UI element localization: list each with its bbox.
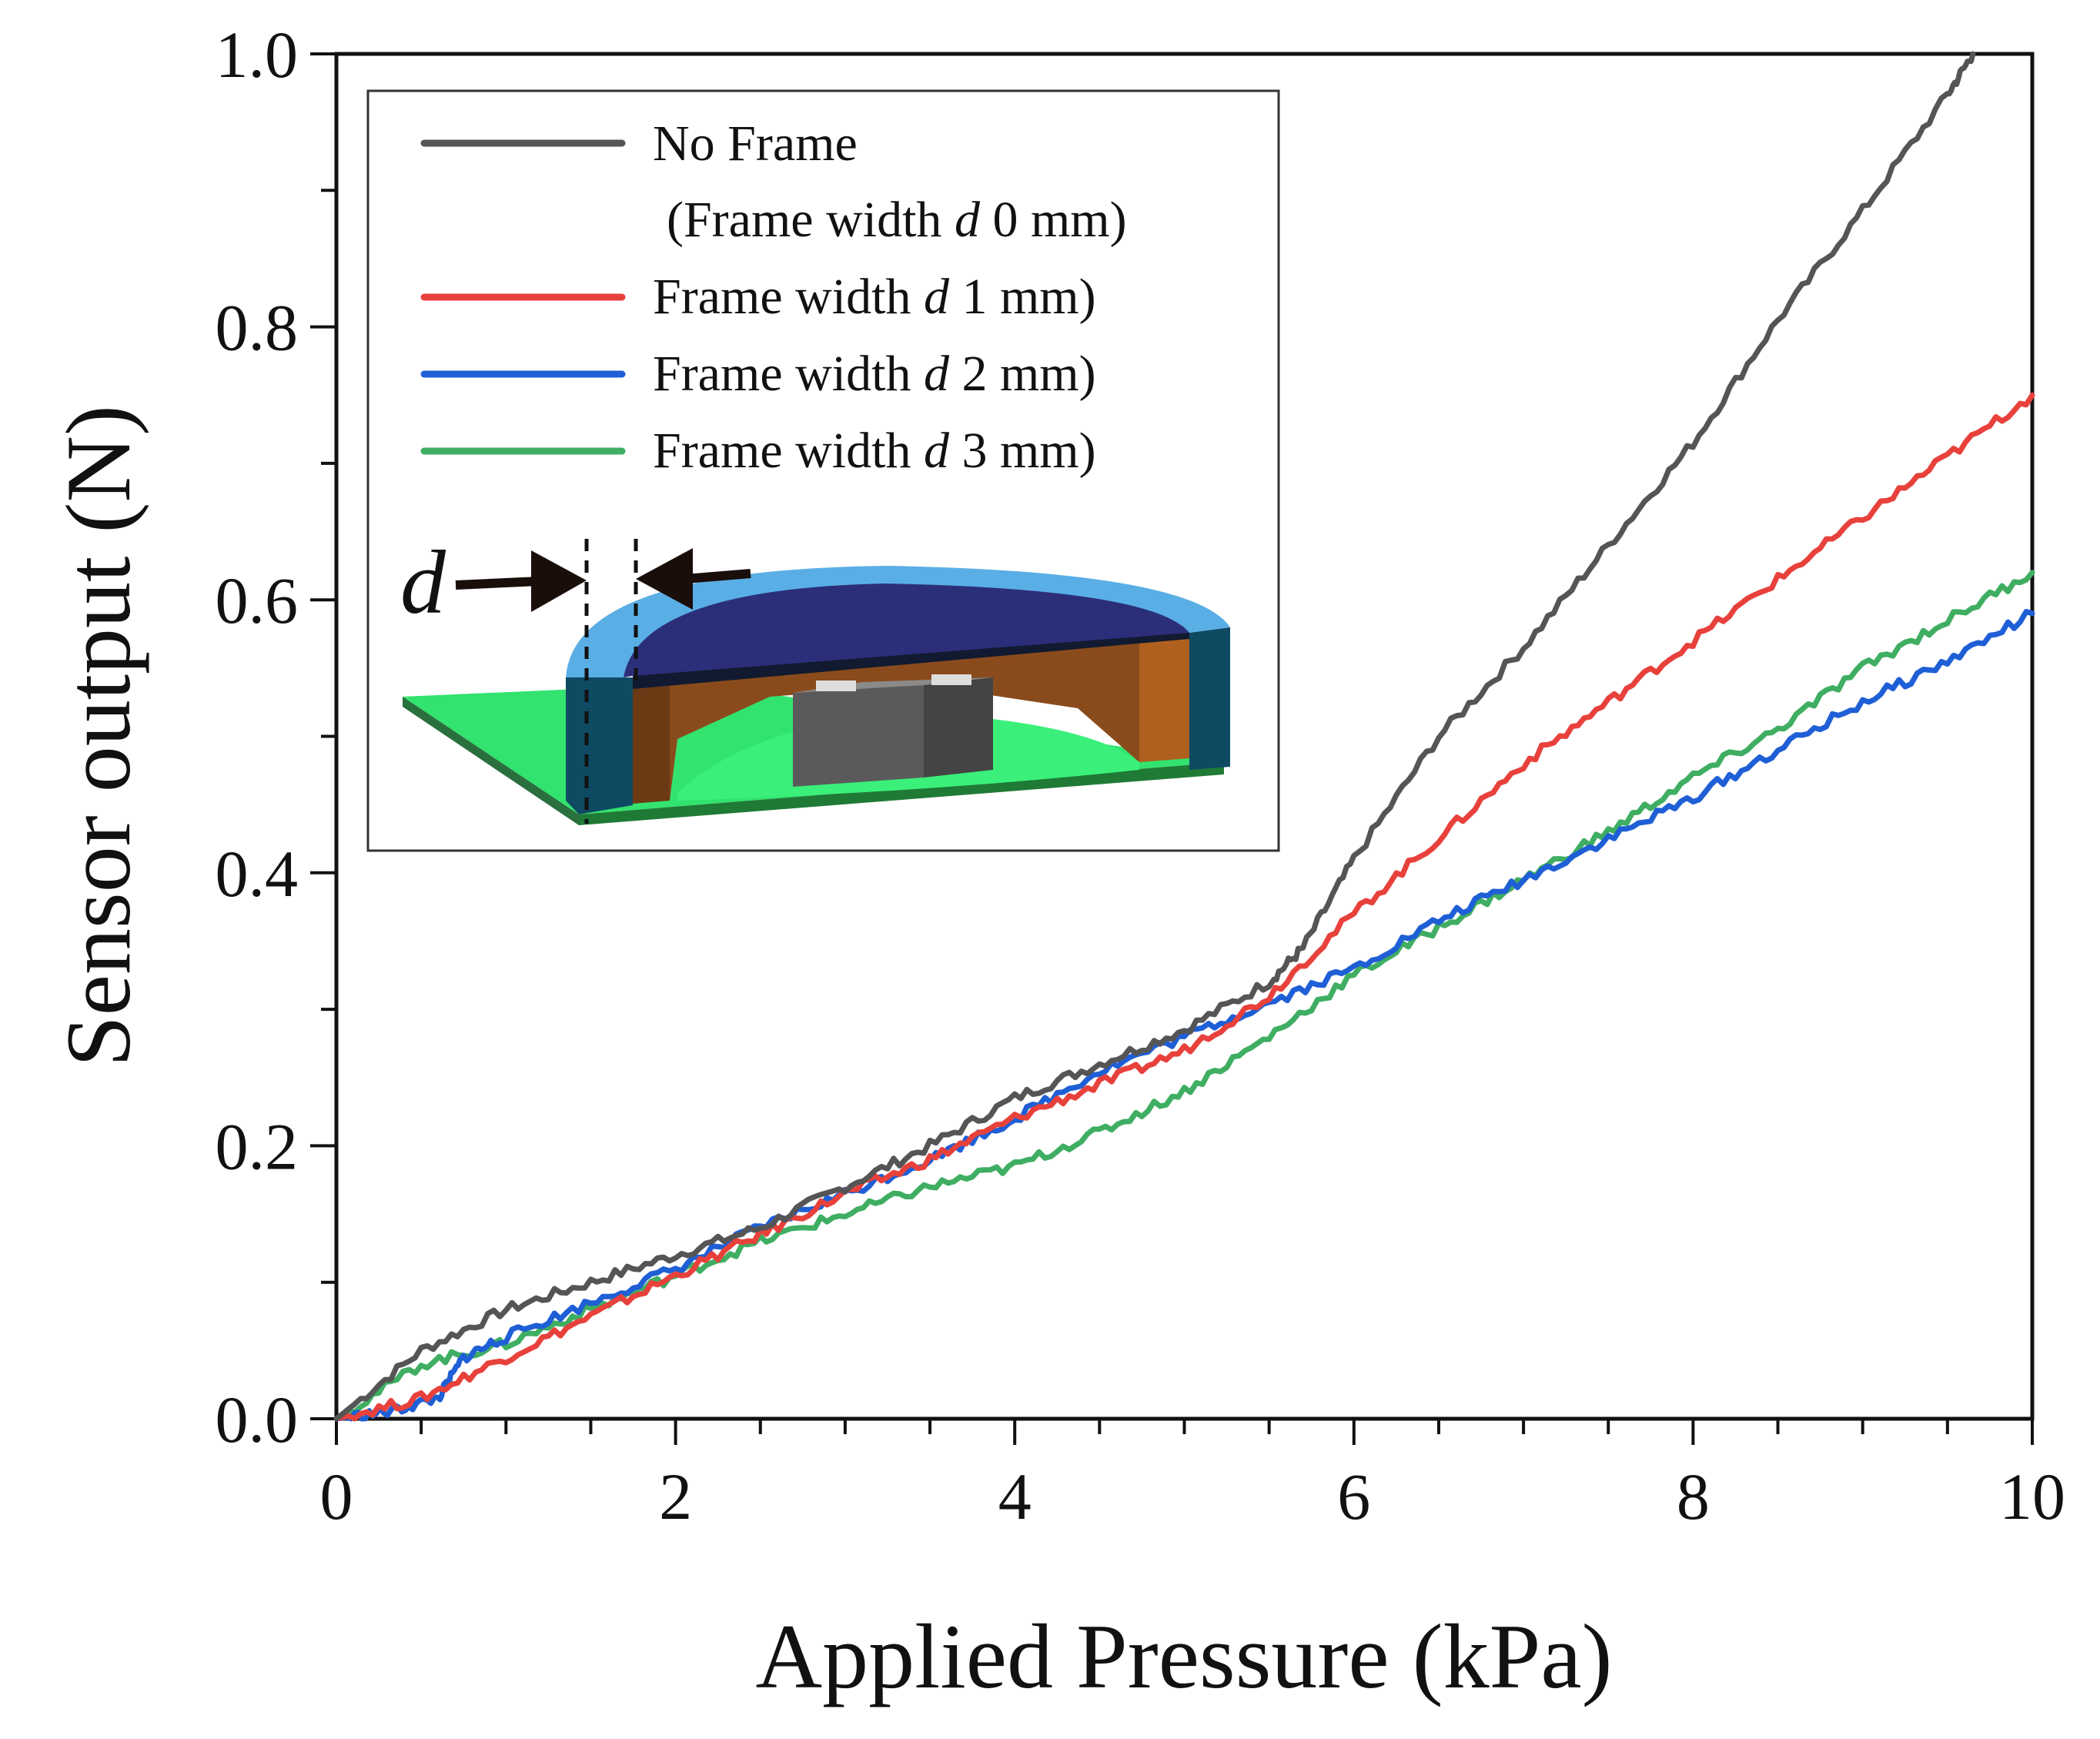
legend-3mm-prefix: Frame width [653, 423, 924, 479]
inner-wall-right [1139, 636, 1189, 762]
y-tick-label: 0.0 [216, 1383, 299, 1456]
frame-rim [566, 566, 1230, 677]
legend-label-no-frame-sub: (Frame width d 0 mm) [667, 192, 1127, 248]
x-tick-label: 0 [320, 1460, 353, 1533]
y-tick-label: 0.8 [216, 291, 299, 365]
legend-label-1mm: Frame width d 1 mm) [653, 269, 1096, 325]
y-tick-label: 1.0 [216, 18, 299, 92]
inner-wall-left [633, 674, 670, 804]
x-axis-title: Applied Pressure (kPa) [755, 1605, 1612, 1707]
frame-wall-left [566, 677, 633, 814]
series-line-2 [333, 609, 2035, 1422]
dimension-arrow-left-head [531, 550, 587, 612]
legend-label-2mm: Frame width d 2 mm) [653, 346, 1096, 402]
dimension-label: d [400, 532, 446, 633]
legend-sub-prefix: (Frame width [667, 192, 955, 248]
base-board-front [579, 762, 1224, 825]
dome-top [624, 581, 1189, 677]
x-tick-label: 4 [998, 1460, 1032, 1533]
x-tick-label: 10 [1999, 1460, 2065, 1533]
legend-sub-var: d [955, 192, 981, 248]
legend-3mm-suffix: 3 mm) [949, 423, 1096, 479]
legend-2mm-prefix: Frame width [653, 346, 924, 402]
series-line-1 [333, 392, 2035, 1422]
legend-3mm-var: d [924, 423, 950, 479]
legend-sub-suffix: 0 mm) [980, 192, 1127, 248]
x-axis: 0 2 4 6 8 10 [320, 1419, 2065, 1533]
x-tick-label: 6 [1337, 1460, 1370, 1533]
sensor-contact-right [931, 674, 971, 685]
series-group [333, 51, 2035, 1422]
sensor-block-side [924, 677, 993, 778]
legend-1mm-var: d [924, 269, 950, 325]
x-tick-label: 2 [659, 1460, 692, 1533]
sensor-illustration: d [400, 532, 1230, 825]
inner-wall-back [670, 636, 1189, 801]
legend-1mm-prefix: Frame width [653, 269, 924, 325]
sensor-contact-left [816, 681, 856, 691]
legend: No Frame (Frame width d 0 mm) Frame widt… [366, 89, 1280, 852]
dimension-arrow-left-shaft [455, 577, 540, 590]
y-tick-label: 0.4 [216, 837, 299, 911]
dimension-arrow-right-shaft [684, 569, 751, 584]
frame-wall-right [1189, 627, 1230, 770]
dimension-arrow-right-head [636, 548, 693, 610]
x-tick-label: 8 [1677, 1460, 1710, 1533]
sensor-block-front [793, 685, 924, 787]
legend-2mm-suffix: 2 mm) [949, 346, 1096, 402]
legend-label-3mm: Frame width d 3 mm) [653, 423, 1096, 479]
series-line-0 [333, 51, 1976, 1422]
y-axis-title: Sensor output (N) [47, 405, 149, 1067]
y-tick-label: 0.2 [216, 1109, 299, 1183]
y-tick-label: 0.6 [216, 564, 299, 637]
y-axis: 0.0 0.2 0.4 0.6 0.8 1.0 [216, 18, 336, 1456]
legend-2mm-var: d [924, 346, 950, 402]
base-board-edge [403, 697, 579, 825]
legend-1mm-suffix: 1 mm) [949, 269, 1096, 325]
legend-label-no-frame: No Frame [653, 115, 858, 172]
